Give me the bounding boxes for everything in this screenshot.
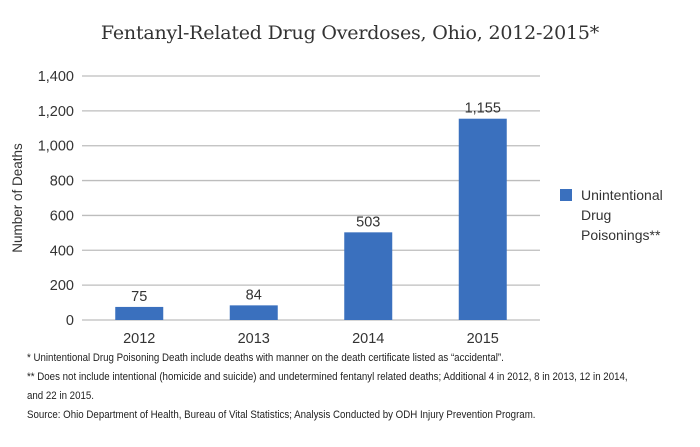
bars bbox=[115, 118, 507, 320]
footnotes: * Unintentional Drug Poisoning Death inc… bbox=[27, 349, 698, 425]
legend-swatch bbox=[560, 189, 572, 201]
x-tick-label: 2013 bbox=[238, 331, 270, 347]
footnote-accidental: * Unintentional Drug Poisoning Death inc… bbox=[27, 352, 504, 364]
footnote-exclusions: ** Does not include intentional (homicid… bbox=[27, 371, 628, 383]
data-labels: 75 84 503 1,155 bbox=[131, 101, 501, 305]
y-axis-ticks: 0 200 400 600 800 1,000 1,200 1,400 bbox=[38, 69, 74, 329]
y-tick-label: 1,400 bbox=[38, 69, 74, 85]
footnote-source: Source: Ohio Department of Health, Burea… bbox=[27, 409, 536, 421]
bar-2014 bbox=[344, 232, 393, 320]
legend-label: Unintentional Drug Poisonings** bbox=[581, 187, 663, 243]
data-label-2013: 84 bbox=[246, 287, 262, 303]
bar-2013 bbox=[229, 305, 278, 320]
y-tick-label: 1,200 bbox=[38, 104, 74, 120]
x-tick-label: 2014 bbox=[352, 331, 384, 347]
y-tick-label: 1,000 bbox=[38, 139, 74, 155]
y-tick-label: 200 bbox=[50, 278, 74, 294]
x-tick-label: 2012 bbox=[123, 331, 155, 347]
x-tick-label: 2015 bbox=[467, 331, 499, 347]
y-tick-label: 800 bbox=[50, 174, 74, 190]
y-tick-label: 400 bbox=[50, 243, 74, 259]
data-label-2014: 503 bbox=[356, 214, 380, 230]
y-tick-label: 600 bbox=[50, 208, 74, 224]
chart-title: Fentanyl-Related Drug Overdoses, Ohio, 2… bbox=[100, 22, 600, 44]
y-tick-label: 0 bbox=[66, 313, 74, 329]
y-axis-label: Number of Deaths bbox=[10, 143, 25, 253]
data-label-2015: 1,155 bbox=[465, 101, 501, 117]
data-label-2012: 75 bbox=[131, 289, 147, 305]
bar-2012 bbox=[115, 306, 164, 320]
footnote-exclusions-cont: and 22 in 2015. bbox=[27, 390, 94, 402]
x-axis-ticks: 2012 2013 2014 2015 bbox=[123, 331, 499, 347]
bar-2015 bbox=[458, 118, 507, 320]
